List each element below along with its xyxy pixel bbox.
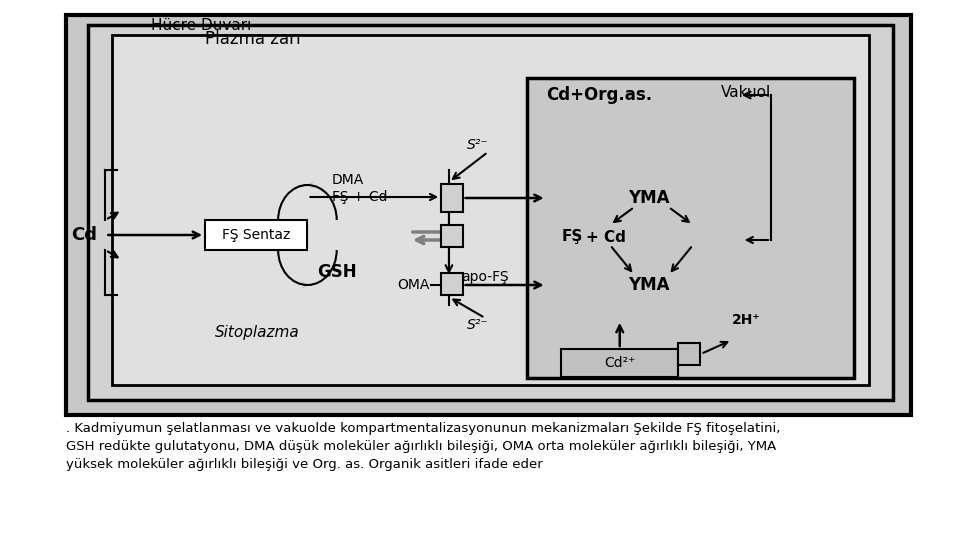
Bar: [562, 349, 679, 377]
Text: FŞ: FŞ: [562, 230, 583, 245]
Bar: [112, 35, 869, 385]
Bar: [66, 15, 911, 415]
Text: GSH: GSH: [317, 263, 357, 281]
Text: S²⁻: S²⁻: [468, 138, 489, 152]
Text: Cd+Org.as.: Cd+Org.as.: [546, 86, 653, 104]
Text: DMA: DMA: [332, 173, 364, 187]
Text: + Cd: + Cd: [586, 230, 626, 245]
Text: Vakuol: Vakuol: [721, 85, 771, 100]
Text: OMA: OMA: [397, 278, 429, 292]
Text: YMA: YMA: [628, 189, 670, 207]
Text: Sitoplazma: Sitoplazma: [215, 325, 300, 340]
Text: Hücre Duvarı: Hücre Duvarı: [152, 18, 252, 33]
Bar: [87, 25, 893, 400]
Bar: [679, 343, 700, 365]
Text: Plazma zarı: Plazma zarı: [204, 30, 300, 48]
Bar: [442, 225, 463, 247]
Bar: [442, 184, 463, 212]
Bar: [442, 273, 463, 295]
Text: 2H⁺: 2H⁺: [732, 313, 760, 327]
Text: . Kadmiyumun şelatlanması ve vakuolde kompartmentalizasyonunun mekanizmaları Şek: . Kadmiyumun şelatlanması ve vakuolde ko…: [66, 422, 780, 471]
Text: FŞ + Cd: FŞ + Cd: [332, 190, 387, 204]
Text: YMA: YMA: [628, 276, 670, 294]
Text: Cd²⁺: Cd²⁺: [604, 356, 636, 370]
Bar: [527, 78, 854, 378]
Text: S²⁻: S²⁻: [468, 318, 489, 332]
Bar: [204, 220, 307, 250]
Text: apo-FŞ: apo-FŞ: [461, 270, 508, 284]
Text: FŞ Sentaz: FŞ Sentaz: [223, 228, 291, 242]
Text: Cd: Cd: [72, 226, 98, 244]
